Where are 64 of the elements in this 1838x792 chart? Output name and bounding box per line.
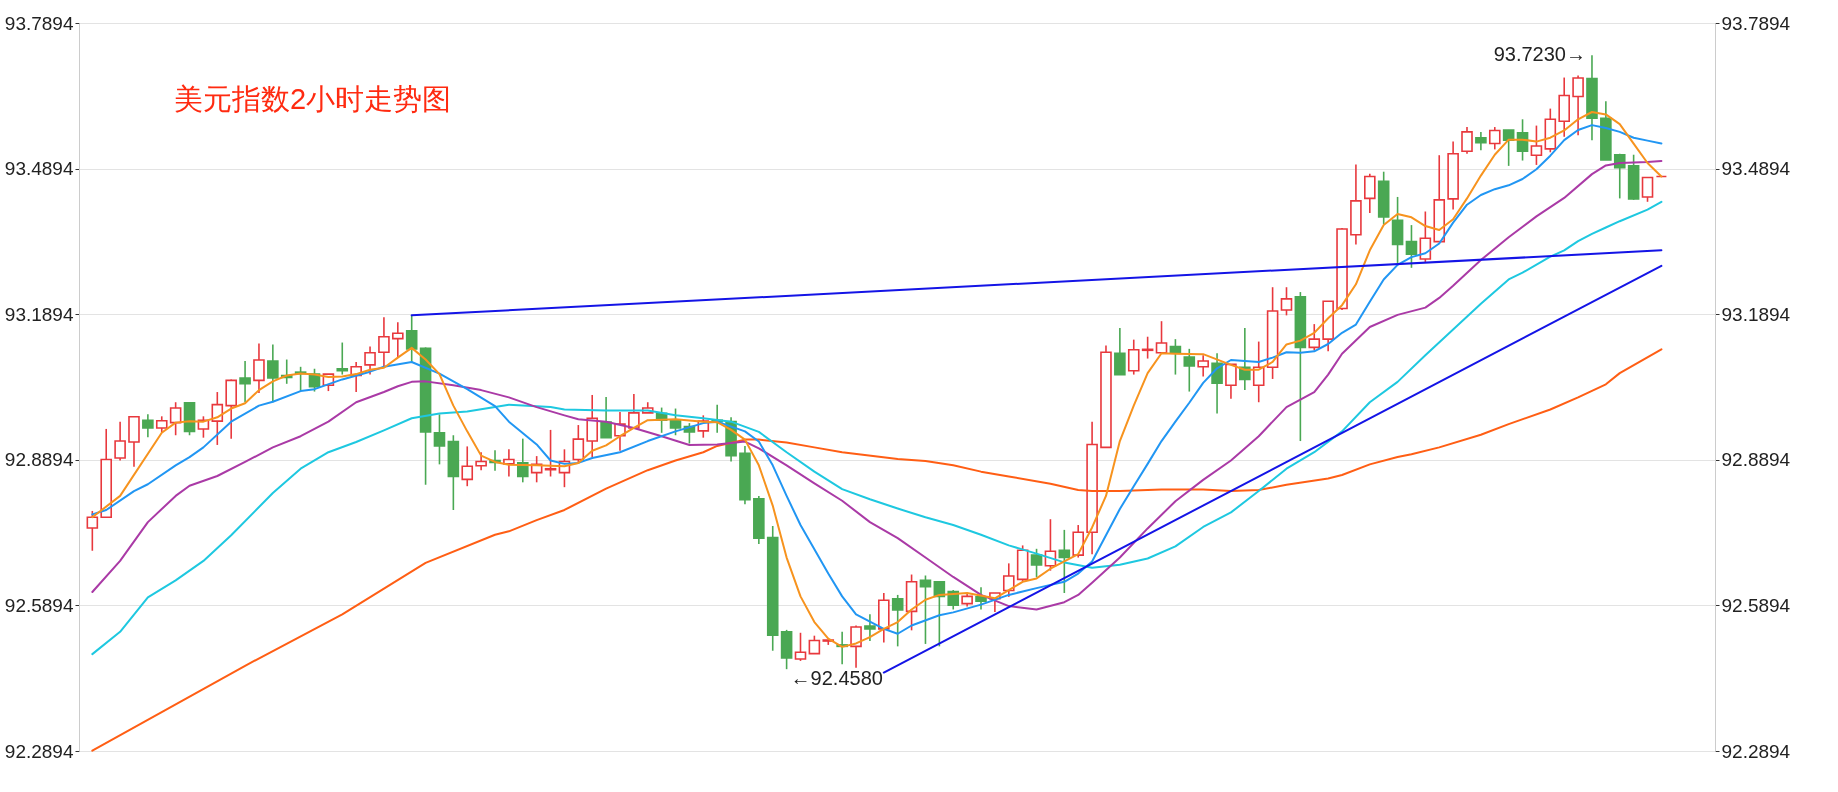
- y2-tick-label: 92.2894: [1721, 740, 1791, 762]
- candlestick: [267, 343, 279, 404]
- candlestick: [628, 393, 640, 429]
- candlestick: [1252, 340, 1265, 404]
- line-series: [91, 348, 1663, 752]
- candlestick: [544, 429, 557, 478]
- y-tick-label: 92.5894: [4, 594, 74, 616]
- candlestick: [1461, 126, 1473, 155]
- candlestick: [1405, 224, 1418, 269]
- candlestick: [1530, 124, 1543, 166]
- y2-tick-label: 93.4894: [1721, 158, 1791, 180]
- candlestick: [669, 407, 682, 437]
- y2-tick-label: 93.7894: [1721, 12, 1791, 34]
- candlestick: [794, 631, 807, 662]
- candlestick: [1475, 131, 1487, 152]
- candlestick: [1572, 74, 1584, 137]
- candlestick: [975, 586, 987, 611]
- candlestick: [1155, 320, 1168, 354]
- candlestick: [1127, 338, 1140, 376]
- candlestick: [405, 314, 418, 363]
- annotation: ←92.4580: [790, 667, 883, 690]
- candlestick: [1072, 524, 1085, 559]
- candlestick: [1002, 562, 1015, 598]
- candlestick: [516, 437, 529, 484]
- candlestick: [142, 413, 154, 438]
- candlestick: [850, 624, 862, 669]
- candlestick: [1197, 354, 1209, 378]
- y2-tick-label: 93.1894: [1721, 303, 1791, 325]
- candlestick: [1488, 126, 1501, 151]
- candlestick: [86, 510, 99, 552]
- candlestick: [586, 394, 599, 458]
- annotation: 93.7230→: [1493, 43, 1586, 66]
- candlestick: [336, 341, 349, 376]
- y2-tick-label: 92.8894: [1721, 449, 1791, 471]
- candlestick: [1058, 529, 1071, 594]
- y-tick-label: 93.1894: [4, 303, 74, 325]
- candlestick: [253, 342, 265, 394]
- candlestick: [1225, 363, 1237, 400]
- candlestick: [600, 396, 612, 439]
- line-series: [91, 200, 1663, 656]
- y-tick-label: 93.7894: [4, 12, 74, 34]
- candlestick: [1364, 172, 1376, 214]
- y-tick-label: 92.8894: [4, 449, 74, 471]
- candlestick: [378, 316, 390, 368]
- candlestick: [461, 445, 474, 487]
- candlestick: [114, 420, 126, 462]
- candlestick: [364, 345, 376, 376]
- candlestick: [1280, 286, 1293, 317]
- candlestick: [433, 413, 446, 466]
- candlestick: [239, 360, 251, 404]
- candlestick: [891, 594, 904, 648]
- y-tick-label: 93.4894: [4, 158, 74, 180]
- candlestick: [1308, 323, 1321, 352]
- candlestick: [1114, 327, 1126, 376]
- candlestick: [1239, 327, 1251, 391]
- y2-tick-label: 92.5894: [1721, 594, 1791, 616]
- candlestick: [1641, 176, 1654, 203]
- candlestick: [392, 321, 404, 359]
- candlestick: [1211, 352, 1223, 415]
- candlestick: [1030, 548, 1043, 578]
- candlestick: [864, 613, 876, 642]
- candlestick: [1183, 348, 1196, 393]
- y-tick-label: 92.2894: [4, 740, 74, 762]
- text: 美元指数2小时走势图: [174, 83, 452, 115]
